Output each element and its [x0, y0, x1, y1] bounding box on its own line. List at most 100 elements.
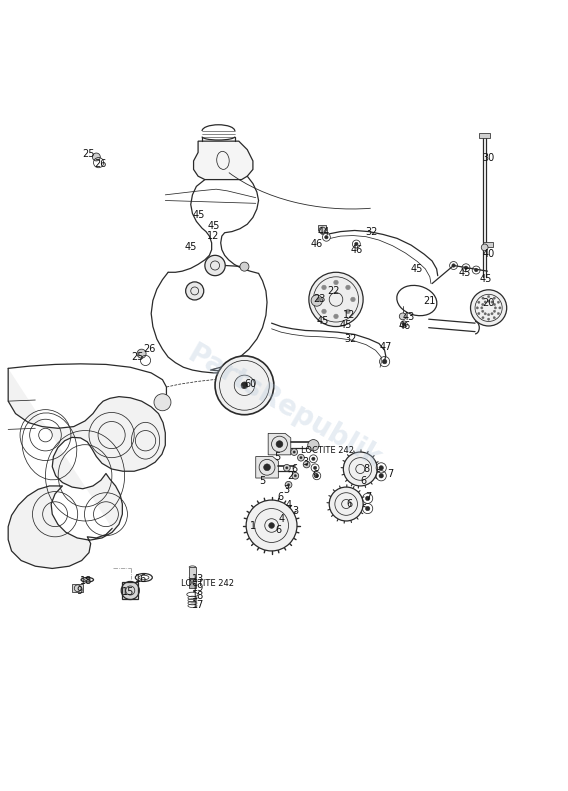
Circle shape: [334, 280, 339, 285]
Text: 6: 6: [360, 476, 366, 486]
Text: 45: 45: [411, 264, 423, 274]
Circle shape: [452, 264, 456, 267]
Circle shape: [300, 456, 302, 459]
Circle shape: [309, 272, 363, 327]
Circle shape: [379, 474, 383, 478]
Circle shape: [312, 457, 315, 460]
Circle shape: [325, 236, 328, 239]
Circle shape: [487, 318, 490, 320]
Circle shape: [319, 227, 326, 234]
Circle shape: [491, 312, 493, 315]
Circle shape: [470, 290, 507, 326]
Circle shape: [321, 309, 326, 314]
Circle shape: [285, 482, 292, 488]
Text: 45: 45: [185, 242, 197, 252]
Bar: [479, 133, 490, 138]
Circle shape: [379, 466, 383, 470]
Text: 15: 15: [122, 587, 135, 596]
Circle shape: [494, 307, 496, 309]
Circle shape: [287, 483, 290, 486]
Circle shape: [154, 394, 171, 411]
Circle shape: [293, 451, 295, 453]
Text: 7: 7: [387, 468, 394, 479]
Text: 45: 45: [193, 210, 206, 220]
Text: 5: 5: [274, 452, 281, 461]
Circle shape: [329, 487, 363, 521]
Circle shape: [264, 464, 270, 471]
Circle shape: [346, 309, 350, 314]
Polygon shape: [268, 433, 291, 455]
Circle shape: [481, 307, 483, 309]
Bar: [483, 242, 493, 248]
Circle shape: [294, 475, 296, 477]
Circle shape: [399, 313, 406, 320]
Text: 22: 22: [328, 286, 340, 296]
Bar: [122, 582, 138, 599]
Text: 9: 9: [76, 585, 82, 596]
Text: LOCTITE 242: LOCTITE 242: [301, 446, 354, 456]
Circle shape: [476, 307, 478, 309]
Circle shape: [487, 296, 490, 297]
Circle shape: [491, 301, 493, 303]
Circle shape: [365, 496, 370, 501]
Text: 8: 8: [363, 464, 369, 474]
Text: 60: 60: [244, 379, 256, 389]
Circle shape: [499, 307, 501, 309]
Text: 26: 26: [94, 159, 106, 168]
Text: LOCTITE 242: LOCTITE 242: [181, 579, 234, 588]
Text: 26: 26: [143, 344, 156, 354]
Text: 4: 4: [278, 513, 284, 524]
Circle shape: [464, 266, 467, 270]
Circle shape: [291, 448, 298, 456]
Circle shape: [311, 295, 323, 306]
Circle shape: [482, 304, 484, 305]
Circle shape: [482, 310, 484, 312]
Circle shape: [308, 440, 319, 451]
Circle shape: [487, 313, 490, 316]
Circle shape: [494, 310, 496, 312]
Circle shape: [474, 268, 478, 272]
Circle shape: [484, 312, 486, 315]
Text: 19: 19: [192, 583, 204, 592]
Bar: [189, 567, 196, 577]
Text: 12: 12: [343, 309, 355, 320]
Text: 32: 32: [365, 226, 378, 237]
Text: 3: 3: [284, 485, 290, 495]
Circle shape: [303, 461, 310, 467]
Text: 46: 46: [398, 321, 411, 331]
Text: 45: 45: [479, 274, 492, 284]
Text: 4: 4: [286, 500, 291, 509]
Circle shape: [493, 316, 495, 319]
Text: PartsRepublik: PartsRepublik: [182, 340, 386, 474]
Circle shape: [402, 323, 406, 326]
Circle shape: [276, 441, 283, 448]
Text: 7: 7: [366, 492, 372, 502]
Text: 3: 3: [302, 457, 308, 467]
Circle shape: [93, 153, 101, 161]
Circle shape: [240, 262, 249, 271]
Text: 17: 17: [192, 600, 204, 610]
Text: 1: 1: [250, 520, 256, 531]
Circle shape: [365, 506, 370, 511]
Circle shape: [343, 452, 377, 486]
Text: 21: 21: [424, 296, 436, 305]
Circle shape: [493, 297, 495, 299]
Text: 6: 6: [312, 470, 319, 479]
Text: 23: 23: [314, 294, 326, 305]
Circle shape: [354, 242, 358, 246]
Circle shape: [497, 301, 499, 304]
Text: 44: 44: [318, 226, 329, 237]
Text: 6: 6: [291, 464, 297, 474]
Text: 16: 16: [135, 574, 148, 585]
Bar: [189, 579, 196, 588]
Circle shape: [334, 314, 339, 319]
Circle shape: [497, 312, 499, 315]
Circle shape: [298, 454, 304, 461]
Text: 18: 18: [192, 591, 204, 601]
Circle shape: [478, 301, 480, 304]
Circle shape: [315, 474, 319, 478]
Circle shape: [482, 297, 484, 299]
Text: 45: 45: [340, 320, 352, 330]
Text: 40: 40: [482, 249, 495, 259]
Text: 46: 46: [350, 244, 362, 255]
